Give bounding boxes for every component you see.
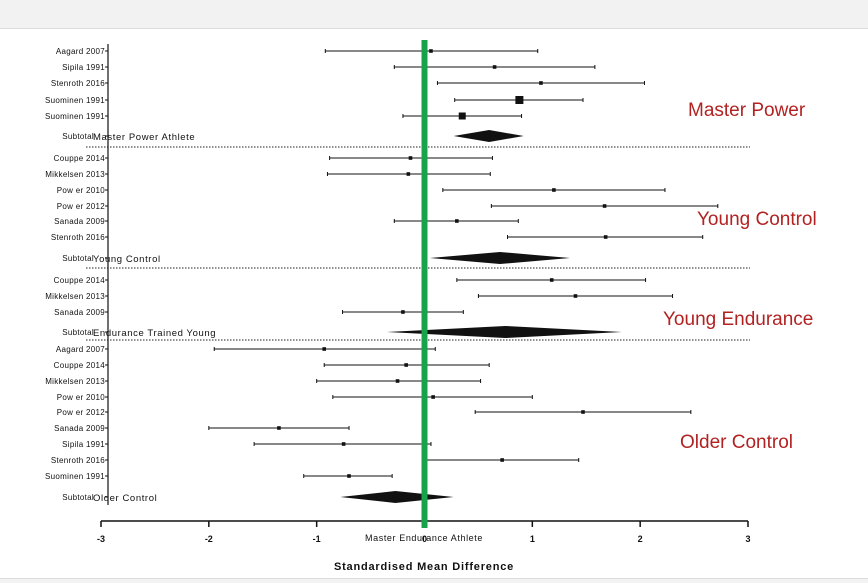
point-estimate bbox=[277, 426, 281, 430]
study-label: Mikkelsen 2013 bbox=[45, 377, 105, 386]
subtotal-label: Subtotal bbox=[62, 132, 94, 141]
point-estimate bbox=[500, 458, 504, 462]
point-estimate bbox=[603, 235, 608, 239]
study-label: Suominen 1991 bbox=[45, 112, 105, 121]
point-estimate bbox=[581, 410, 585, 414]
point-estimate bbox=[515, 96, 524, 104]
study-label: Mikkelsen 2013 bbox=[45, 292, 105, 301]
point-estimate bbox=[539, 81, 543, 85]
x-tick-label: 0 bbox=[422, 534, 427, 544]
point-estimate bbox=[602, 204, 607, 208]
study-label: Couppe 2014 bbox=[54, 276, 106, 285]
group-annotation: Young Endurance bbox=[663, 309, 813, 330]
point-estimate bbox=[341, 442, 346, 446]
x-tick-label: -2 bbox=[205, 534, 213, 544]
x-tick-label: 3 bbox=[745, 534, 750, 544]
point-estimate bbox=[549, 278, 554, 282]
study-label: Sanada 2009 bbox=[54, 217, 105, 226]
study-label: Sipila 1991 bbox=[62, 440, 105, 449]
point-estimate bbox=[552, 188, 556, 192]
group-annotations: Master Power Young Control Young Endurance… bbox=[663, 100, 817, 453]
x-tick-label: -3 bbox=[97, 534, 105, 544]
point-estimate bbox=[455, 219, 459, 223]
group-annotation: Young Control bbox=[697, 209, 817, 230]
subtotal-label: Subtotal bbox=[62, 493, 94, 502]
summary-diamond bbox=[453, 130, 524, 142]
point-estimate bbox=[429, 49, 433, 53]
study-label: Couppe 2014 bbox=[54, 154, 106, 163]
subtotal-label: Subtotal bbox=[62, 328, 94, 337]
x-tick-label: 1 bbox=[530, 534, 535, 544]
point-estimate bbox=[573, 294, 578, 298]
study-rows: Aagard 2007 Sipila 1991 Stenroth 2016 Suomi… bbox=[45, 47, 750, 504]
subtotal-name: Master Power Athlete bbox=[93, 132, 195, 143]
study-label: Sanada 2009 bbox=[54, 424, 105, 433]
reference-label: Master Endurance Athlete bbox=[365, 533, 483, 543]
study-label: Pow er 2012 bbox=[57, 202, 105, 211]
point-estimate bbox=[322, 347, 327, 351]
x-tick-label: 2 bbox=[638, 534, 643, 544]
x-tick-label: -1 bbox=[313, 534, 321, 544]
point-estimate bbox=[395, 379, 400, 383]
point-estimate bbox=[431, 395, 435, 399]
point-estimate bbox=[492, 65, 497, 69]
study-label: Stenroth 2016 bbox=[51, 233, 105, 242]
study-label: Sanada 2009 bbox=[54, 308, 105, 317]
study-label: Aagard 2007 bbox=[56, 345, 105, 354]
study-label: Stenroth 2016 bbox=[51, 456, 105, 465]
study-label: Aagard 2007 bbox=[56, 47, 105, 56]
summary-diamond bbox=[386, 326, 622, 338]
study-label: Couppe 2014 bbox=[54, 361, 106, 370]
summary-diamond bbox=[340, 491, 454, 503]
study-label: Suominen 1991 bbox=[45, 96, 105, 105]
group-annotation: Master Power bbox=[688, 100, 806, 121]
group-annotation: Older Control bbox=[680, 432, 793, 453]
window-header-bar bbox=[0, 0, 868, 29]
study-label: Pow er 2010 bbox=[57, 393, 105, 402]
point-estimate bbox=[401, 310, 405, 314]
subtotal-name: Young Control bbox=[93, 254, 161, 265]
study-label: Stenroth 2016 bbox=[51, 79, 105, 88]
point-estimate bbox=[408, 156, 413, 160]
point-estimate bbox=[347, 474, 351, 478]
point-estimate bbox=[406, 172, 411, 176]
window-footer-bar bbox=[0, 578, 868, 583]
study-label: Mikkelsen 2013 bbox=[45, 170, 105, 179]
x-axis: -3 -2 -1 0 1 2 3 Standardised Mean Difference Ma… bbox=[97, 44, 751, 573]
subtotal-label: Subtotal bbox=[62, 254, 94, 263]
point-estimate bbox=[458, 112, 466, 120]
summary-diamond bbox=[429, 252, 571, 264]
subtotal-name: Endurance Trained Young bbox=[93, 328, 216, 339]
study-label: Pow er 2012 bbox=[57, 408, 105, 417]
study-label: Pow er 2010 bbox=[57, 186, 105, 195]
study-label: Suominen 1991 bbox=[45, 472, 105, 481]
study-label: Sipila 1991 bbox=[62, 63, 105, 72]
subtotal-name: Older Control bbox=[93, 493, 157, 504]
point-estimate bbox=[404, 363, 408, 367]
x-axis-title: Standardised Mean Difference bbox=[334, 561, 514, 573]
